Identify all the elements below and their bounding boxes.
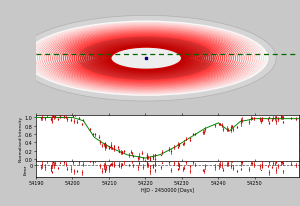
Ellipse shape [16, 16, 276, 102]
X-axis label: HJD - 2450000 [Days]: HJD - 2450000 [Days] [141, 187, 194, 192]
Y-axis label: Normalised Intensity: Normalised Intensity [20, 116, 23, 161]
Ellipse shape [111, 48, 182, 70]
Y-axis label: Error: Error [24, 164, 28, 174]
Ellipse shape [24, 21, 268, 96]
